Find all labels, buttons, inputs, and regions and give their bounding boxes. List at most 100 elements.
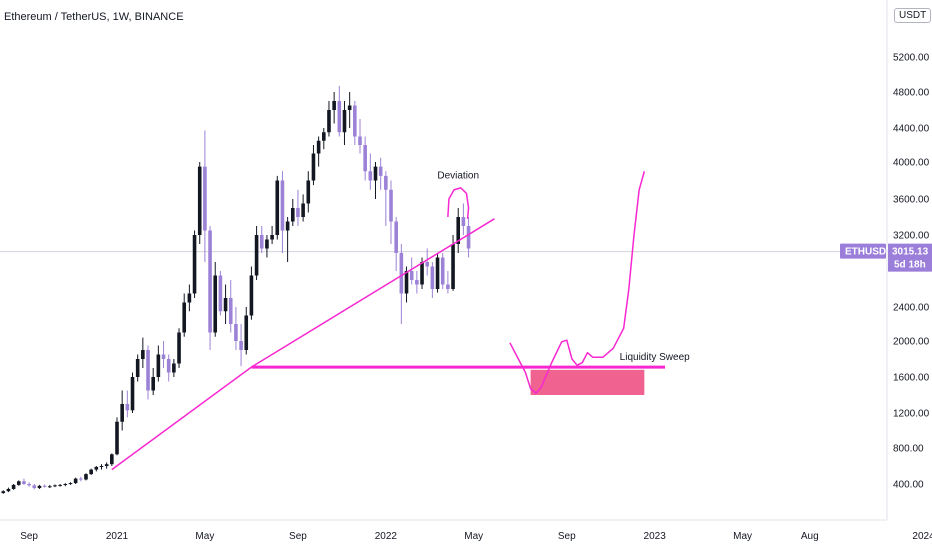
candle-body bbox=[430, 266, 435, 289]
candle-body bbox=[456, 217, 461, 244]
y-tick-label: 4400.00 bbox=[893, 124, 930, 135]
candle-body bbox=[104, 464, 109, 466]
projection-path bbox=[509, 171, 646, 394]
candle-body bbox=[73, 478, 78, 484]
candle-body bbox=[270, 235, 274, 240]
candle-body bbox=[368, 171, 373, 181]
y-tick-label: 400.00 bbox=[893, 480, 924, 491]
y-tick-label: 4000.00 bbox=[893, 158, 930, 169]
chart-title: Ethereum / TetherUS, 1W, BINANCE bbox=[4, 11, 184, 23]
trendline bbox=[111, 218, 495, 471]
candle-body bbox=[280, 180, 285, 231]
candle-body bbox=[461, 217, 466, 226]
candle-body bbox=[399, 253, 404, 294]
candle-body bbox=[192, 235, 197, 294]
candle-body bbox=[125, 404, 130, 411]
candle-body bbox=[311, 153, 316, 181]
candle-body bbox=[363, 145, 367, 172]
candle-body bbox=[11, 484, 16, 489]
x-tick-label: May bbox=[733, 531, 752, 542]
candle-body bbox=[151, 377, 155, 391]
candle-body bbox=[32, 485, 37, 489]
candle-body bbox=[1, 491, 6, 493]
candle-body bbox=[223, 298, 228, 312]
deviation-arc bbox=[447, 187, 470, 219]
candle-body bbox=[306, 180, 311, 204]
candle-body bbox=[384, 175, 388, 190]
candle-body bbox=[172, 363, 176, 373]
candle-body bbox=[409, 271, 414, 280]
candle-body bbox=[42, 485, 47, 487]
candle-body bbox=[244, 315, 249, 350]
annotations: Deviation Liquidity Sweep bbox=[437, 171, 690, 363]
x-tick-label: 2022 bbox=[375, 531, 398, 542]
candle-body bbox=[156, 354, 161, 377]
candle-body bbox=[275, 180, 280, 235]
y-tick-label: 1600.00 bbox=[893, 373, 930, 384]
candle-body bbox=[404, 271, 409, 294]
candle-body bbox=[68, 483, 73, 485]
candle-body bbox=[182, 302, 187, 333]
candle-body bbox=[466, 226, 471, 249]
last-price-badge: ETHUSDT 3015.13 5d 18h bbox=[840, 243, 932, 272]
candle-body bbox=[197, 166, 202, 235]
currency-button[interactable]: USDT bbox=[894, 8, 932, 23]
candle-body bbox=[259, 235, 264, 249]
candle-body bbox=[177, 332, 181, 364]
candle-body bbox=[347, 105, 352, 110]
candle-body bbox=[322, 132, 326, 141]
annotation-label: Liquidity Sweep bbox=[620, 352, 690, 363]
candle-body bbox=[358, 136, 362, 145]
candle-body bbox=[389, 189, 393, 222]
symbol-badge: ETHUSDT bbox=[845, 247, 892, 258]
candle-body bbox=[332, 101, 336, 110]
y-tick-label: 800.00 bbox=[893, 444, 924, 455]
candle-body bbox=[161, 354, 166, 359]
candle-body bbox=[415, 280, 419, 285]
candle-body bbox=[84, 474, 88, 480]
candle-body bbox=[135, 359, 140, 377]
candle-body bbox=[451, 244, 455, 289]
price-badge-bg bbox=[888, 243, 932, 272]
candle-body bbox=[353, 105, 357, 137]
candle-body bbox=[327, 110, 331, 133]
candle-body bbox=[53, 485, 57, 487]
candle-body bbox=[130, 377, 135, 411]
candle-body bbox=[120, 404, 124, 422]
x-tick-label: 2024 bbox=[912, 531, 932, 542]
candle-body bbox=[213, 275, 218, 333]
candle-body bbox=[446, 284, 450, 289]
candle-body bbox=[166, 359, 171, 373]
annotation-label: Deviation bbox=[437, 171, 479, 182]
candle-body bbox=[203, 166, 207, 231]
candle-body bbox=[425, 262, 429, 267]
candle-body bbox=[342, 110, 347, 133]
candle-body bbox=[373, 166, 378, 181]
y-tick-label: 4800.00 bbox=[893, 88, 930, 99]
y-tick-label: 1200.00 bbox=[893, 409, 930, 420]
candle-body bbox=[296, 208, 300, 217]
candle-body bbox=[239, 341, 243, 350]
price-badge-value: 3015.13 bbox=[892, 247, 929, 258]
candle-body bbox=[378, 166, 383, 176]
y-tick-label: 2000.00 bbox=[893, 337, 930, 348]
candle-body bbox=[254, 235, 259, 276]
y-tick-label: 2400.00 bbox=[893, 303, 930, 314]
candle-body bbox=[110, 454, 114, 465]
candle-body bbox=[6, 488, 11, 492]
candles bbox=[1, 85, 471, 494]
candle-body bbox=[208, 230, 212, 333]
x-tick-label: May bbox=[195, 531, 214, 542]
x-tick-label: Sep bbox=[20, 531, 38, 542]
candle-body bbox=[63, 484, 68, 485]
candle-body bbox=[337, 101, 342, 133]
candle-body bbox=[234, 324, 238, 341]
candle-body bbox=[394, 221, 398, 253]
x-tick-label: Aug bbox=[801, 531, 819, 542]
candle-body bbox=[47, 486, 52, 488]
candle-body bbox=[115, 421, 119, 455]
x-tick-label: 2021 bbox=[106, 531, 129, 542]
x-tick-label: Sep bbox=[289, 531, 307, 542]
candle-body bbox=[285, 221, 290, 231]
